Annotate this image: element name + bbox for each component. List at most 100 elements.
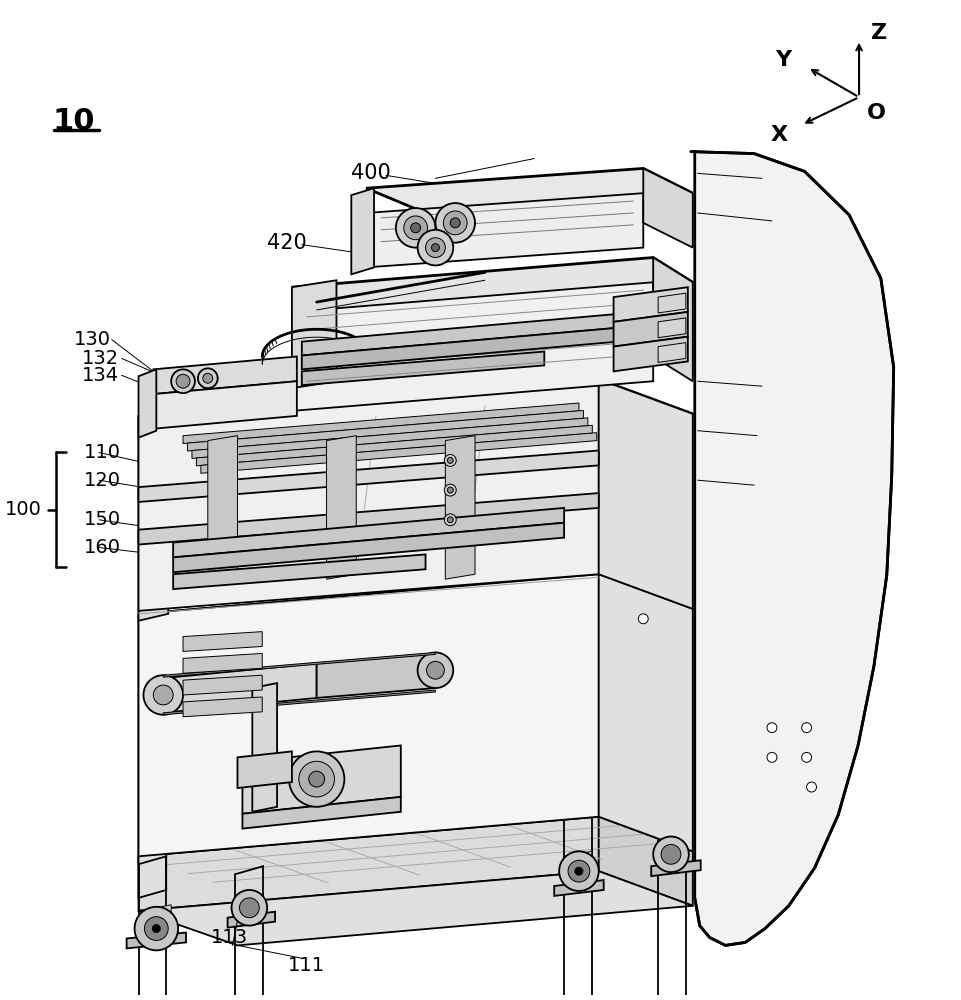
Circle shape <box>653 837 689 872</box>
Polygon shape <box>253 683 277 812</box>
Circle shape <box>447 517 454 523</box>
Circle shape <box>638 614 649 624</box>
Polygon shape <box>292 282 653 411</box>
Text: Y: Y <box>776 50 792 70</box>
Circle shape <box>444 454 456 466</box>
Polygon shape <box>183 632 262 651</box>
Circle shape <box>232 890 267 926</box>
Polygon shape <box>208 436 237 579</box>
Polygon shape <box>643 168 693 248</box>
Polygon shape <box>445 436 475 579</box>
Text: Z: Z <box>871 23 887 43</box>
Polygon shape <box>138 493 599 545</box>
Polygon shape <box>154 381 297 429</box>
Polygon shape <box>237 751 292 788</box>
Polygon shape <box>327 436 357 579</box>
Polygon shape <box>691 152 894 945</box>
Polygon shape <box>613 287 688 322</box>
Polygon shape <box>138 574 693 648</box>
Text: 110: 110 <box>84 443 121 462</box>
Circle shape <box>135 907 178 950</box>
Text: 134: 134 <box>82 366 119 385</box>
Text: 113: 113 <box>211 928 248 947</box>
Polygon shape <box>127 933 186 948</box>
Polygon shape <box>201 433 597 473</box>
Polygon shape <box>196 425 592 466</box>
Text: 111: 111 <box>288 956 326 975</box>
Polygon shape <box>652 860 701 876</box>
Polygon shape <box>138 606 166 864</box>
Circle shape <box>203 373 212 383</box>
Polygon shape <box>138 848 166 898</box>
Circle shape <box>444 484 456 496</box>
Polygon shape <box>366 168 693 213</box>
Polygon shape <box>192 418 588 458</box>
Circle shape <box>801 752 811 762</box>
Polygon shape <box>613 312 688 347</box>
Polygon shape <box>302 324 663 369</box>
Circle shape <box>451 218 460 228</box>
Circle shape <box>568 860 590 882</box>
Circle shape <box>418 230 454 265</box>
Text: 132: 132 <box>82 349 119 368</box>
Circle shape <box>239 898 259 918</box>
Circle shape <box>308 771 325 787</box>
Circle shape <box>396 208 435 248</box>
Text: X: X <box>771 125 788 145</box>
Circle shape <box>427 661 444 679</box>
Circle shape <box>767 752 776 762</box>
Polygon shape <box>302 352 544 385</box>
Circle shape <box>198 368 218 388</box>
Circle shape <box>418 652 454 688</box>
Polygon shape <box>554 880 604 896</box>
Text: 160: 160 <box>84 538 121 557</box>
Circle shape <box>575 867 583 875</box>
Polygon shape <box>163 690 435 715</box>
Circle shape <box>447 457 454 463</box>
Polygon shape <box>653 258 693 381</box>
Polygon shape <box>173 523 564 572</box>
Text: 100: 100 <box>5 500 41 519</box>
Polygon shape <box>138 451 599 502</box>
Circle shape <box>289 751 344 807</box>
Polygon shape <box>183 403 579 444</box>
Text: 120: 120 <box>84 471 121 490</box>
Polygon shape <box>599 379 693 609</box>
Circle shape <box>806 782 817 792</box>
Polygon shape <box>242 797 401 829</box>
Circle shape <box>435 203 475 243</box>
Circle shape <box>176 374 190 388</box>
Polygon shape <box>138 369 157 438</box>
Circle shape <box>559 851 599 891</box>
Polygon shape <box>366 193 643 267</box>
Polygon shape <box>658 318 686 338</box>
Polygon shape <box>138 379 599 611</box>
Text: 130: 130 <box>74 330 111 349</box>
Polygon shape <box>613 337 688 371</box>
Polygon shape <box>163 652 435 677</box>
Text: 10: 10 <box>53 107 95 136</box>
Circle shape <box>426 238 445 258</box>
Polygon shape <box>138 817 599 911</box>
Text: 420: 420 <box>267 233 307 253</box>
Circle shape <box>299 761 334 797</box>
Polygon shape <box>173 508 564 557</box>
Polygon shape <box>599 817 693 906</box>
Text: O: O <box>867 103 886 123</box>
Polygon shape <box>183 697 262 717</box>
Circle shape <box>447 487 454 493</box>
Polygon shape <box>163 663 317 713</box>
Text: 400: 400 <box>351 163 391 183</box>
Circle shape <box>143 675 183 715</box>
Polygon shape <box>154 356 297 394</box>
Circle shape <box>431 244 439 252</box>
Circle shape <box>144 917 168 940</box>
Polygon shape <box>352 188 374 274</box>
Polygon shape <box>302 310 663 355</box>
Circle shape <box>404 216 428 240</box>
Polygon shape <box>183 675 262 695</box>
Circle shape <box>443 211 467 235</box>
Circle shape <box>410 223 421 233</box>
Circle shape <box>154 685 173 705</box>
Circle shape <box>444 514 456 526</box>
